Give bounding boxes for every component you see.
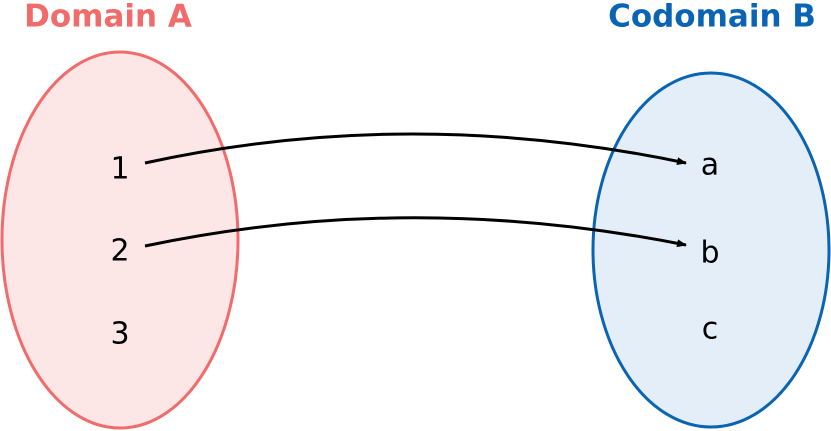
- domain-element: 2: [110, 234, 129, 269]
- domain-element: 1: [110, 152, 129, 187]
- codomain-element: a: [701, 148, 719, 183]
- codomain-title: Codomain B: [608, 0, 816, 35]
- domain-element: 3: [110, 317, 129, 352]
- codomain-element: c: [702, 312, 719, 347]
- mapping-arrow: [144, 132, 687, 166]
- domain-title: Domain A: [24, 0, 192, 35]
- codomain-set: [591, 71, 831, 429]
- codomain-element: b: [700, 236, 719, 271]
- mapping-arrow: [144, 216, 687, 248]
- domain-set: [0, 50, 240, 430]
